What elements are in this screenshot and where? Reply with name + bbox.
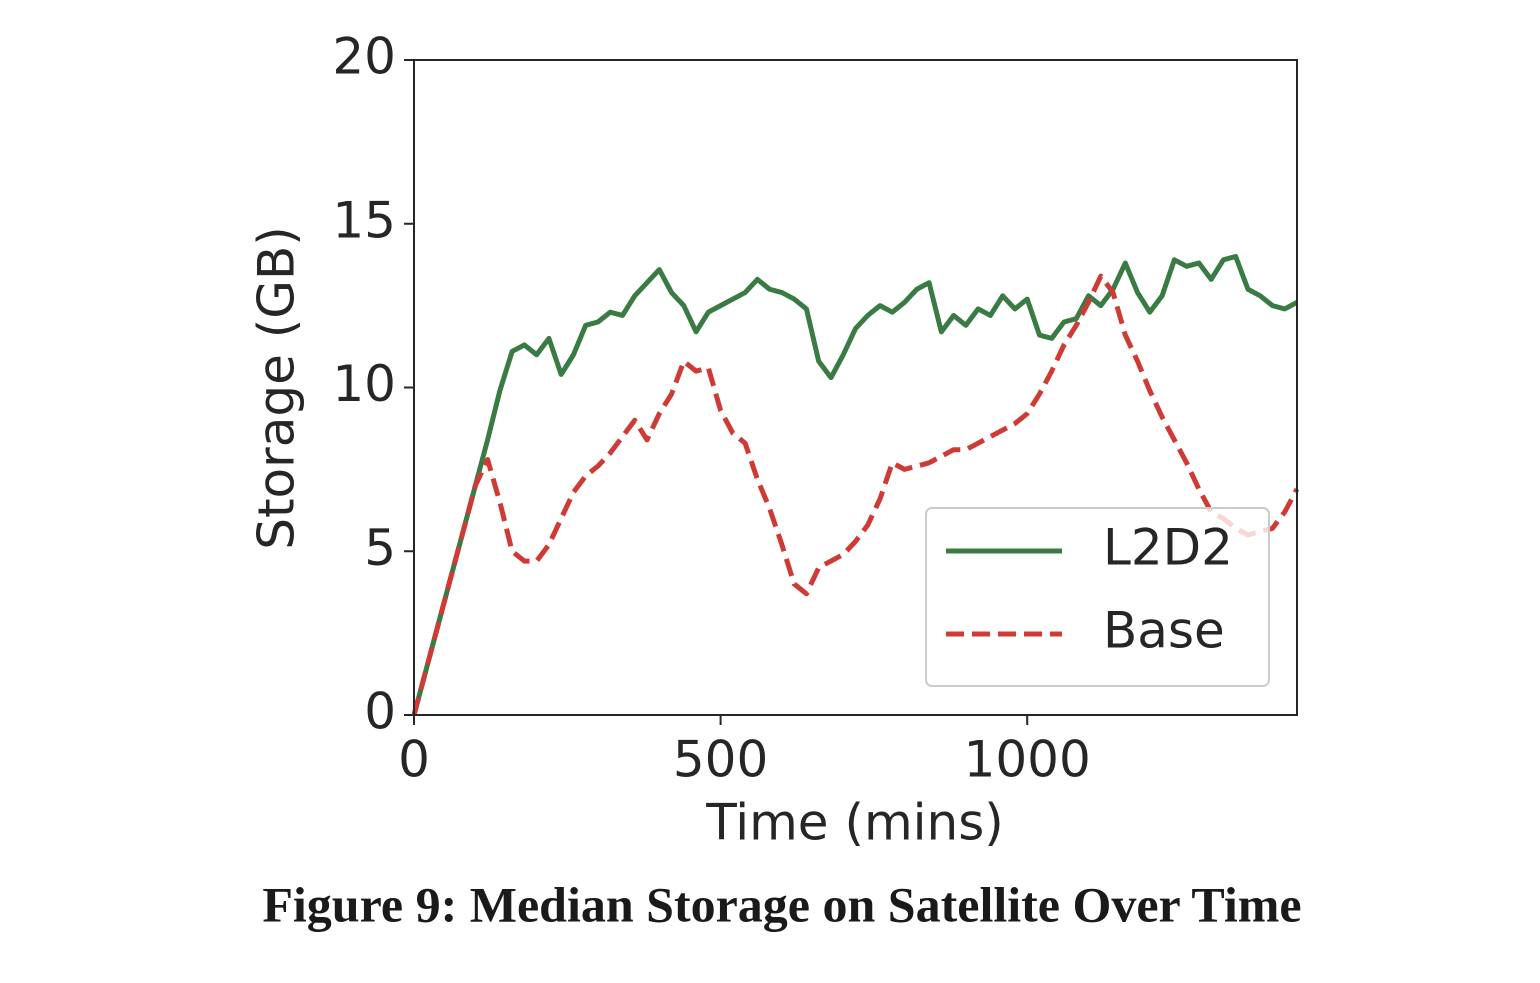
y-axis-label: Storage (GB): [248, 226, 306, 550]
series-line: [411, 273, 1300, 716]
x-tick-label: 500: [673, 731, 768, 789]
series-line: [411, 254, 1299, 716]
plot-frame: [413, 59, 1298, 716]
y-tick-label: 15: [332, 191, 396, 249]
y-tick-label: 0: [364, 683, 396, 741]
legend-label: Base: [1103, 602, 1225, 660]
x-axis-label: Time (mins): [705, 794, 1004, 852]
legend-label: L2D2: [1103, 519, 1233, 577]
x-tick-label: 0: [398, 731, 430, 789]
y-tick-label: 10: [332, 355, 396, 413]
y-tick-label: 20: [332, 28, 396, 86]
caption: Figure 9: Median Storage on Satellite Ov…: [262, 876, 1301, 932]
x-tick-label: 1000: [964, 731, 1091, 789]
y-tick-label: 5: [364, 519, 396, 577]
